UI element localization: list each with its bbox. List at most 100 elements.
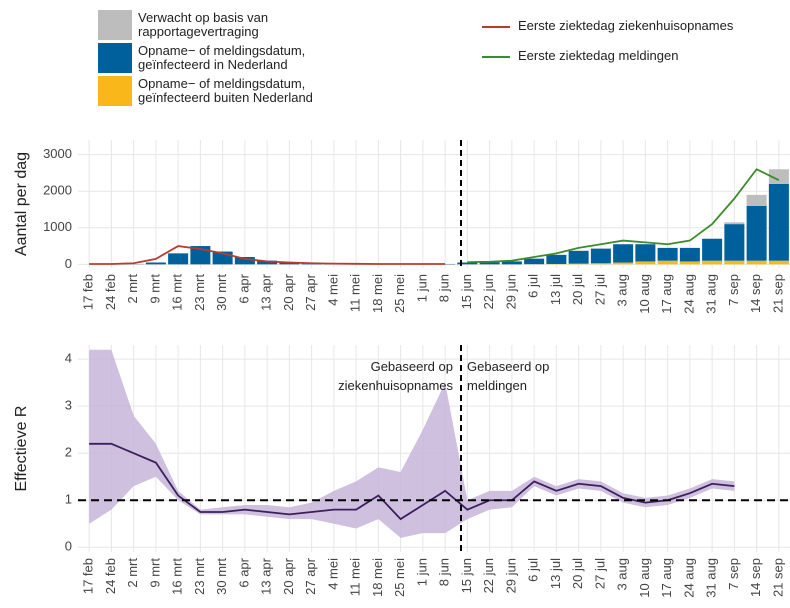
x-tick-label: 10 aug [637,274,652,314]
x-tick-label: 18 mei [370,274,385,313]
x-tick-label: 17 feb [81,558,96,594]
x-tick-label: 24 aug [681,274,696,314]
bar [746,260,767,265]
x-tick-label: 22 jun [481,274,496,309]
bar [590,248,611,264]
x-tick-label: 14 sep [748,274,763,313]
x-tick-label: 25 mei [392,558,407,597]
x-tick-label: 17 feb [81,274,96,310]
bar [501,261,522,265]
x-tick-label: 25 mei [392,274,407,313]
x-tick-label: 11 mei [348,558,363,596]
x-tick-label: 20 jul [570,558,585,589]
bar [457,262,478,265]
bar [145,262,166,265]
x-tick-label: 27 apr [303,557,318,595]
x-tick-label: 3 aug [615,558,630,591]
bar [234,257,255,265]
bar [279,262,300,265]
x-tick-label: 29 jun [503,274,518,309]
x-tick-label: 3 aug [615,274,630,307]
x-tick-label: 17 aug [659,558,674,598]
x-tick-label: 13 jul [548,558,563,589]
x-tick-label: 7 sep [726,274,741,306]
x-tick-label: 30 mrt [214,558,229,595]
x-tick-label: 31 aug [704,274,719,314]
y-tick-label: 3 [65,398,72,413]
bar [257,260,278,265]
confidence-band [89,349,735,538]
y-tick-label: 1 [65,492,72,507]
x-tick-label: 8 jun [437,274,452,302]
x-tick-label: 14 sep [748,558,763,597]
x-tick-label: 23 mrt [192,558,207,595]
legend-swatch [98,10,132,40]
line [89,245,446,265]
x-tick-label: 11 mei [348,274,363,312]
x-tick-label: 24 feb [103,274,118,310]
legend-swatch [98,76,132,106]
x-tick-label: 24 aug [681,558,696,598]
bar [679,261,700,265]
x-tick-label: 30 mrt [214,274,229,311]
x-tick-label: 6 jul [526,558,541,582]
bar [702,260,723,265]
x-tick-label: 21 sep [770,558,785,597]
bar [768,169,789,184]
x-tick-label: 6 apr [236,557,251,587]
y-tick-label: 0 [65,539,72,554]
x-tick-label: 18 mei [370,558,385,597]
y-tick-label: 3000 [43,146,72,161]
bar [546,254,567,264]
x-tick-label: 7 sep [726,558,741,590]
bar [768,260,789,265]
x-tick-label: 9 mrt [147,558,162,588]
bar [613,262,634,265]
legend-label: Eerste ziektedag meldingen [518,48,679,63]
annotation: Gebaseerd op meldingen [467,359,550,393]
y-axis-title: Effectieve R [13,406,30,492]
y-tick-label: 4 [65,351,72,366]
bar [168,253,189,265]
bar [657,247,678,261]
legend-label: Opname− of meldingsdatum, geïnfecteerd b… [138,76,313,105]
x-tick-label: 27 jul [592,274,607,305]
x-tick-label: 16 mrt [170,274,185,311]
bar [702,238,723,261]
x-tick-label: 13 jul [548,274,563,305]
y-tick-label: 2 [65,445,72,460]
x-tick-label: 2 mrt [125,558,140,588]
line [467,168,780,264]
x-tick-label: 10 aug [637,558,652,598]
bar [524,258,545,265]
x-tick-label: 20 apr [281,273,296,311]
y-axis-title: Aantal per dag [13,152,30,256]
line [89,442,735,521]
legend-swatch [98,43,132,73]
legend-label: Verwacht op basis van rapportagevertragi… [138,10,269,39]
bar [768,183,789,261]
bar [568,250,589,264]
bar [724,260,745,265]
x-tick-label: 23 mrt [192,274,207,311]
x-tick-label: 21 sep [770,274,785,313]
x-tick-label: 31 aug [704,558,719,598]
x-tick-label: 2 mrt [125,274,140,304]
x-tick-label: 27 apr [303,273,318,311]
bar [746,205,767,261]
x-tick-label: 9 mrt [147,274,162,304]
x-tick-label: 1 jun [414,558,429,586]
bar [724,222,745,225]
x-tick-label: 29 jun [503,558,518,593]
x-tick-label: 27 jul [592,558,607,589]
legend-label: Eerste ziektedag ziekenhuisopnames [518,18,734,33]
bar [746,194,767,206]
x-tick-label: 20 apr [281,557,296,595]
bar [724,224,745,261]
bar [568,263,589,265]
y-tick-label: 0 [65,256,72,271]
annotation: Gebaseerd op ziekenhuisopnames [338,359,453,393]
x-tick-label: 15 jun [459,274,474,309]
x-tick-label: 22 jun [481,558,496,593]
